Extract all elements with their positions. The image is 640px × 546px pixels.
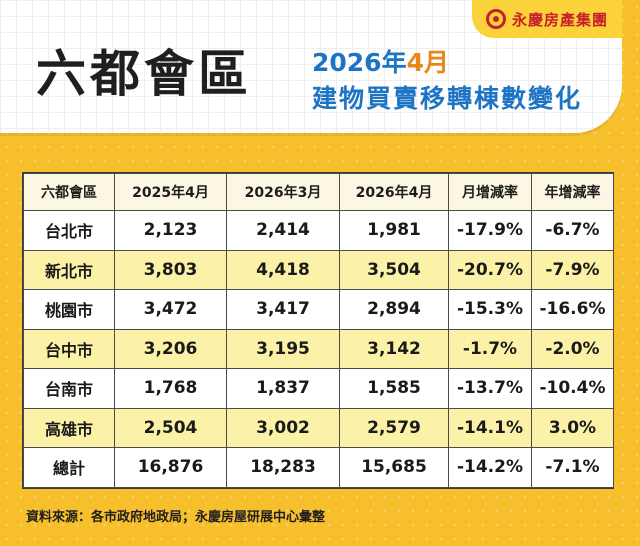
table-cell: 16,876 <box>114 447 227 488</box>
brand-logo-icon <box>485 9 506 29</box>
table-cell: -20.7% <box>448 249 532 290</box>
column-header: 六都會區 <box>23 173 115 211</box>
data-table: 六都會區 2025年4月 2026年3月 2026年4月 月增減率 年增減率 台… <box>23 173 614 488</box>
table-cell-city: 台南市 <box>23 368 115 409</box>
table-cell: -16.6% <box>531 289 614 330</box>
table-row: 新北市 3,803 4,418 3,504 -20.7% -7.9% <box>23 249 614 290</box>
table-cell: -7.1% <box>531 447 614 488</box>
table-cell: 3,142 <box>339 328 449 369</box>
table-cell: 2,894 <box>339 289 449 330</box>
table-cell: -14.2% <box>448 447 532 488</box>
subtitle-date: 2026年4月 <box>312 48 449 78</box>
table-row-total: 總計 16,876 18,283 15,685 -14.2% -7.1% <box>23 447 614 488</box>
table-cell-city: 台中市 <box>23 328 115 369</box>
column-header: 月增減率 <box>448 173 532 211</box>
table-cell-city: 新北市 <box>23 249 115 290</box>
subtitle-year: 2026年 <box>312 48 407 77</box>
table-cell-city: 高雄市 <box>23 407 115 448</box>
table-cell: 4,418 <box>226 249 340 290</box>
brand-name: 永慶房產集團 <box>511 10 608 29</box>
table-cell: -7.9% <box>531 249 614 290</box>
table-cell: -17.9% <box>448 210 532 251</box>
table-cell: 3,002 <box>226 407 340 448</box>
table-row: 高雄市 2,504 3,002 2,579 -14.1% 3.0% <box>23 407 614 448</box>
table-cell: -10.4% <box>531 368 614 409</box>
table-cell: -2.0% <box>531 328 614 369</box>
table-row: 桃園市 3,472 3,417 2,894 -15.3% -16.6% <box>23 289 614 330</box>
table-cell: -15.3% <box>448 289 532 330</box>
table-cell: 2,504 <box>114 407 227 448</box>
table-cell: 1,768 <box>114 368 227 409</box>
table-cell: -13.7% <box>448 368 532 409</box>
table-row: 台中市 3,206 3,195 3,142 -1.7% -2.0% <box>23 328 614 369</box>
table-cell: 3,472 <box>114 289 227 330</box>
table-cell: 1,837 <box>226 368 340 409</box>
table-cell: 3,504 <box>339 249 449 290</box>
column-header: 2026年4月 <box>339 173 449 211</box>
table-row: 台北市 2,123 2,414 1,981 -17.9% -6.7% <box>23 210 614 251</box>
table-cell-city: 台北市 <box>23 210 115 251</box>
column-header: 2026年3月 <box>226 173 340 211</box>
table-cell: 1,585 <box>339 368 449 409</box>
table-cell: -1.7% <box>448 328 532 369</box>
table-cell: 2,579 <box>339 407 449 448</box>
table-cell: -14.1% <box>448 407 532 448</box>
table-cell: 3,803 <box>114 249 227 290</box>
column-header: 2025年4月 <box>114 173 227 211</box>
table-header-row: 六都會區 2025年4月 2026年3月 2026年4月 月增減率 年增減率 <box>23 173 614 211</box>
table-cell: 2,123 <box>114 210 227 251</box>
table-cell: 18,283 <box>226 447 340 488</box>
subtitle-topic: 建物買賣移轉棟數變化 <box>312 84 583 113</box>
source-note: 資料來源：各市政府地政局；永慶房屋研展中心彙整 <box>26 510 326 525</box>
table-cell: 3.0% <box>531 407 614 448</box>
table-cell: 3,206 <box>114 328 227 369</box>
header-card: 永慶房產集團 六都會區 2026年4月 建物買賣移轉棟數變化 <box>0 0 622 133</box>
table-cell: 15,685 <box>339 447 449 488</box>
brand-badge: 永慶房產集團 <box>472 0 622 38</box>
table-cell-total-label: 總計 <box>23 447 115 488</box>
table-cell: 3,195 <box>226 328 340 369</box>
data-table-container: 六都會區 2025年4月 2026年3月 2026年4月 月增減率 年增減率 台… <box>22 172 614 489</box>
table-cell: 2,414 <box>226 210 340 251</box>
table-cell: 1,981 <box>339 210 449 251</box>
subtitle-month: 4月 <box>406 48 449 77</box>
page-title: 六都會區 <box>36 45 252 103</box>
table-cell: 3,417 <box>226 289 340 330</box>
column-header: 年增減率 <box>531 173 614 211</box>
table-row: 台南市 1,768 1,837 1,585 -13.7% -10.4% <box>23 368 614 409</box>
table-cell-city: 桃園市 <box>23 289 115 330</box>
table-cell: -6.7% <box>531 210 614 251</box>
